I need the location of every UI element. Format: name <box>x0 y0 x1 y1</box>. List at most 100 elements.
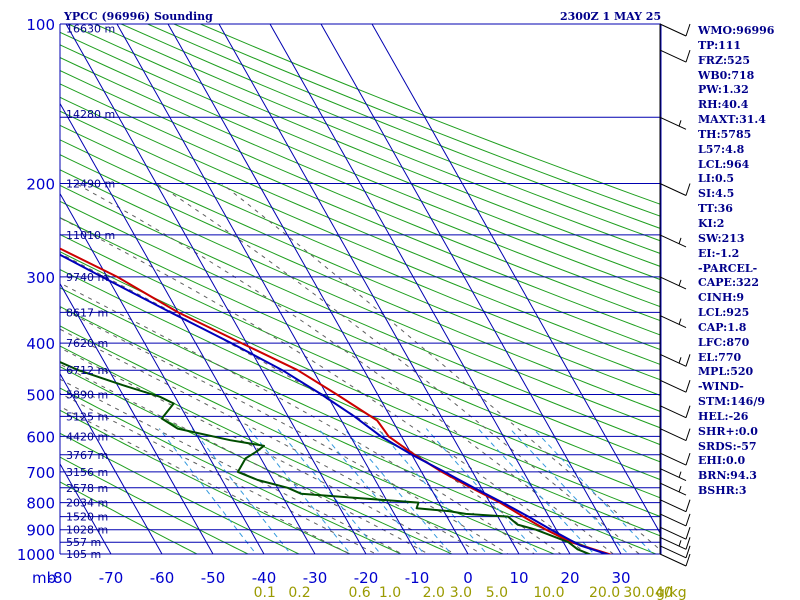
isotherm-line <box>371 24 661 536</box>
wind-barb-flag <box>685 354 691 367</box>
pressure-unit-label: mb <box>32 569 56 587</box>
dry-adiabat-line <box>60 44 661 294</box>
dry-adiabat-line <box>60 169 661 429</box>
dry-adiabat-line <box>60 432 301 554</box>
isotherm-line <box>167 24 469 554</box>
isotherm-line <box>60 372 163 554</box>
dry-adiabat-line <box>60 56 661 308</box>
mixing-ratio-label: 0.6 <box>348 585 370 600</box>
dry-adiabat-line <box>60 154 661 413</box>
pressure-tick-label: 700 <box>26 464 55 482</box>
moist-adiabat-line <box>60 392 378 554</box>
valid-time: 2300Z 1 MAY 25 <box>560 10 661 23</box>
index-item: PW:1.32 <box>698 83 749 97</box>
wind-barb-flag <box>685 183 691 196</box>
index-item: SI:4.5 <box>698 187 735 201</box>
mixing-ratio-label: 0.2 <box>288 585 310 600</box>
index-item: EL:770 <box>698 350 742 364</box>
height-label: 3767 m <box>66 449 108 462</box>
dry-adiabat-line <box>60 184 661 446</box>
profile-lines <box>60 247 612 554</box>
mixing-ratio-label: 3.0 <box>450 585 472 600</box>
wind-barb-flag <box>685 380 691 393</box>
height-label: 14280 m <box>66 108 115 121</box>
index-item: FRZ:525 <box>698 53 751 67</box>
dry-adiabat-line <box>60 456 250 554</box>
index-item: TT:36 <box>698 202 733 216</box>
temperature-profile-line <box>60 247 612 554</box>
height-label: 16630 m <box>66 23 115 36</box>
temperature-axis: -80 -70 -60 -50 -40 -30 -20 -10 0 10 20 30 <box>48 569 631 587</box>
temperature-tick-label: -60 <box>150 569 175 587</box>
isotherm-line <box>60 462 112 554</box>
wind-barbs <box>659 23 691 567</box>
pressure-tick-label: 1000 <box>17 546 55 564</box>
temperature-tick-label: 10 <box>509 569 528 587</box>
moist-adiabat-line <box>156 183 641 554</box>
mixing-ratio-unit-label: g/kg <box>656 585 687 600</box>
index-item: MPL:520 <box>698 365 754 379</box>
wind-barb-half-flag <box>678 471 682 478</box>
index-item: SRDS:-57 <box>698 439 757 453</box>
height-label: 2578 m <box>66 482 108 495</box>
index-item: BSHR:3 <box>698 484 747 498</box>
moist-adiabat-line <box>60 347 456 554</box>
height-labels: 16630 m 14280 m 12490 m 11010 m 9740 m 8617 m… <box>66 23 115 561</box>
mixing-ratio-line <box>425 428 540 554</box>
isotherm-line <box>60 102 316 554</box>
mixing-ratio-label: 40 <box>655 585 673 600</box>
wind-barb <box>659 49 687 63</box>
pressure-tick-label: 100 <box>26 16 55 34</box>
wind-barb-flag <box>685 545 691 558</box>
temperature-tick-label: -30 <box>303 569 328 587</box>
dry-adiabat-line <box>60 124 661 381</box>
dry-adiabat-line <box>60 200 661 463</box>
wind-barb <box>659 405 687 419</box>
wind-barb <box>659 513 687 527</box>
mixing-ratio-line <box>343 428 452 554</box>
isotherm-line <box>60 282 214 554</box>
dewpoint-profile-line <box>60 360 592 554</box>
mixing-ratio-line <box>477 428 595 554</box>
isotherm-line <box>65 24 367 554</box>
index-item: LI:0.5 <box>698 172 735 186</box>
height-label: 9740 m <box>66 271 108 284</box>
wind-barb <box>659 526 687 540</box>
wind-barb <box>659 536 687 550</box>
mixing-ratio-line <box>277 428 382 554</box>
wind-barb-half-flag <box>678 120 682 127</box>
isotherm-line <box>60 192 265 554</box>
dry-adiabat-line <box>60 345 505 554</box>
moist-adiabat-line <box>60 282 536 554</box>
index-item: MAXT:31.4 <box>698 113 766 127</box>
dry-adiabat-line <box>60 139 661 397</box>
temperature-tick-label: 20 <box>560 569 579 587</box>
wind-barb-half-flag <box>678 540 682 547</box>
index-item: BRN:94.3 <box>698 469 757 483</box>
mixing-ratio-line <box>509 428 629 554</box>
wind-barb-half-flag <box>678 318 682 325</box>
wind-barb <box>659 116 687 130</box>
wind-barb <box>659 452 687 466</box>
pressure-tick-label: 500 <box>26 387 55 405</box>
index-item: LCL:964 <box>698 157 750 171</box>
mixing-ratio-line <box>532 428 654 554</box>
pressure-tick-label: 300 <box>26 269 55 287</box>
moist-adiabat-line <box>60 328 483 554</box>
wind-barb-flag <box>685 553 691 567</box>
dry-adiabat-line <box>60 70 661 322</box>
mixing-ratio-label: 30.0 <box>623 585 654 600</box>
wind-barb <box>659 23 687 37</box>
wind-barb <box>659 545 687 559</box>
index-item: LFC:870 <box>698 335 750 349</box>
temperature-tick-label: -10 <box>405 569 430 587</box>
index-item: EHI:0.0 <box>698 454 746 468</box>
dry-adiabat-line <box>60 366 454 554</box>
mixing-ratio-label: 1.0 <box>379 585 401 600</box>
wind-barb <box>659 276 687 290</box>
mixing-ratio-line <box>191 428 292 554</box>
dry-adiabat-line <box>60 387 403 554</box>
mixing-ratio-label: 20.0 <box>589 585 620 600</box>
wind-barb <box>659 428 687 442</box>
